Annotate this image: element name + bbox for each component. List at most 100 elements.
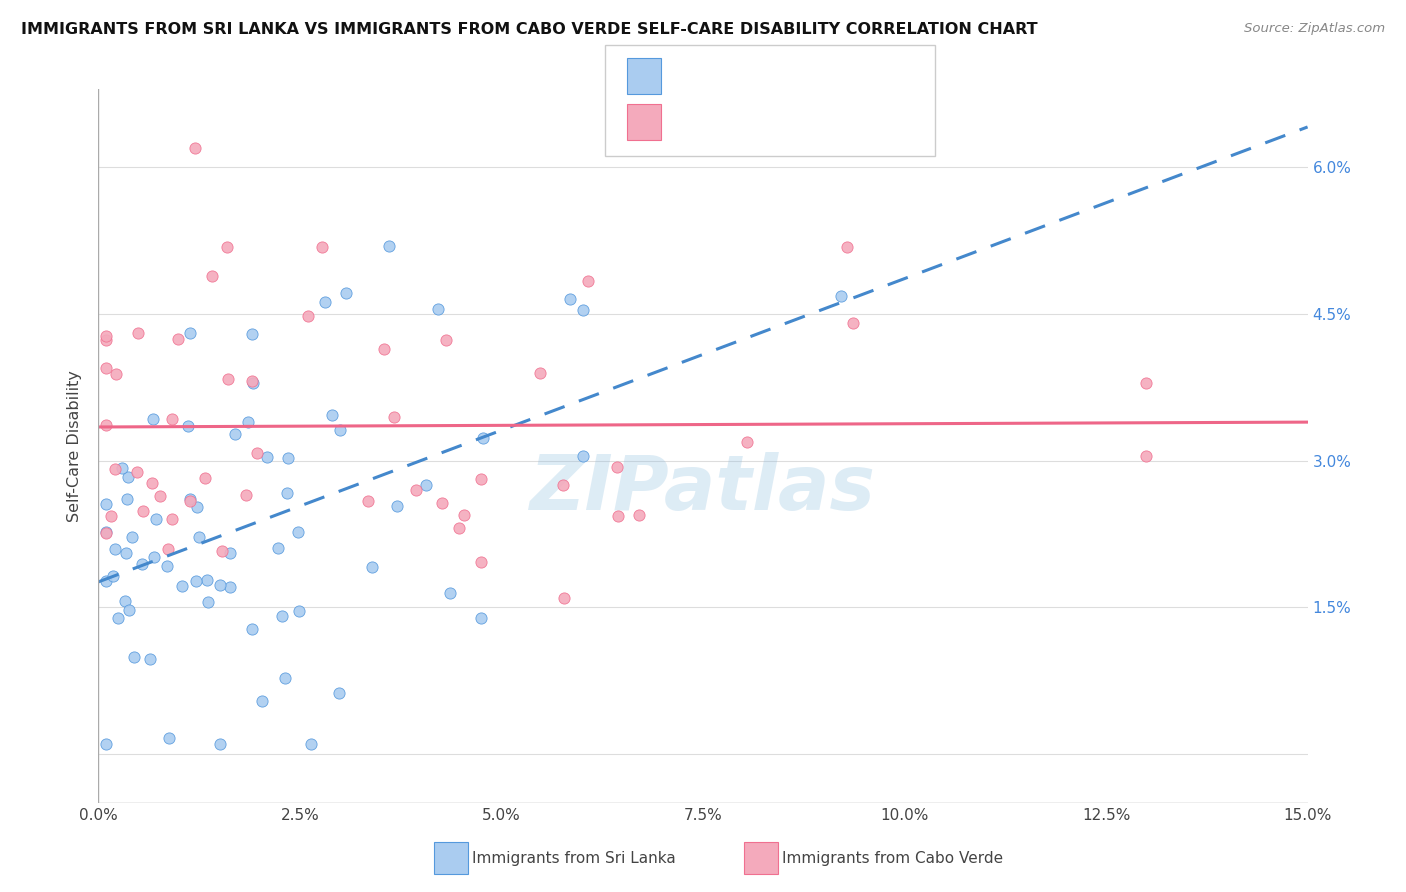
Text: N =: N = (773, 67, 823, 85)
Point (172, 579, 194, 593)
Point (240, 326, 263, 341)
Point (382, 409, 405, 424)
Point (453, 508, 475, 522)
Point (127, 326, 149, 340)
Point (149, 489, 172, 503)
Point (104, 367, 127, 381)
Point (96, 360, 118, 375)
Point (224, 427, 246, 442)
Point (96, 329, 118, 343)
Point (553, 591, 575, 605)
Point (470, 611, 492, 625)
Point (195, 574, 218, 588)
Point (166, 332, 188, 346)
Point (242, 376, 264, 391)
Point (117, 603, 139, 617)
Point (572, 449, 595, 463)
Point (560, 292, 582, 306)
Point (256, 450, 278, 465)
Point (311, 240, 333, 254)
Point (209, 578, 232, 592)
Point (145, 512, 167, 526)
Point (377, 238, 399, 252)
Point (321, 408, 343, 422)
Point (628, 508, 651, 522)
Point (287, 524, 309, 539)
Point (737, 434, 759, 449)
Text: N =: N = (773, 113, 823, 131)
Point (101, 569, 124, 583)
Point (439, 586, 461, 600)
Point (240, 622, 263, 636)
Point (576, 275, 599, 289)
Point (179, 494, 201, 508)
Point (447, 521, 470, 535)
Point (274, 671, 297, 685)
Point (142, 550, 165, 565)
Point (314, 295, 336, 310)
Point (218, 546, 240, 560)
Point (357, 493, 380, 508)
Point (835, 240, 858, 254)
Point (235, 488, 257, 502)
Y-axis label: Self-Care Disability: Self-Care Disability (67, 370, 83, 522)
Point (115, 491, 138, 506)
Point (427, 301, 450, 316)
Point (160, 512, 183, 526)
Point (606, 508, 628, 523)
Point (107, 611, 129, 625)
Point (114, 594, 136, 608)
Point (114, 546, 136, 560)
Text: R =: R = (668, 67, 706, 85)
Point (100, 508, 122, 523)
Point (236, 415, 259, 429)
Point (141, 475, 163, 490)
Point (127, 465, 149, 479)
Point (240, 374, 263, 388)
Point (132, 504, 155, 518)
Point (297, 309, 319, 323)
Point (335, 285, 357, 300)
Point (176, 418, 198, 433)
Point (470, 555, 492, 569)
Point (156, 558, 179, 573)
Text: IMMIGRANTS FROM SRI LANKA VS IMMIGRANTS FROM CABO VERDE SELF-CARE DISABILITY COR: IMMIGRANTS FROM SRI LANKA VS IMMIGRANTS … (21, 22, 1038, 37)
Point (103, 462, 125, 476)
Point (529, 366, 551, 380)
Point (184, 141, 207, 155)
Point (434, 333, 457, 347)
Point (841, 316, 863, 330)
Point (139, 652, 162, 666)
Point (246, 446, 269, 460)
Point (211, 544, 233, 558)
Point (124, 650, 146, 665)
Text: R =: R = (668, 113, 706, 131)
Point (104, 541, 127, 556)
Text: 0.073: 0.073 (707, 113, 762, 131)
Point (252, 693, 274, 707)
Point (361, 560, 384, 574)
Point (217, 372, 239, 386)
Point (131, 557, 153, 571)
Point (215, 240, 238, 254)
Point (1135, 376, 1157, 391)
Point (830, 289, 852, 303)
Point (1135, 449, 1157, 463)
Text: ZIPatlas: ZIPatlas (530, 452, 876, 525)
Point (270, 609, 292, 624)
Point (96, 525, 118, 540)
Text: Source: ZipAtlas.com: Source: ZipAtlas.com (1244, 22, 1385, 36)
Point (96, 497, 118, 511)
Point (96, 574, 118, 588)
Point (186, 500, 208, 514)
Text: 0.293: 0.293 (707, 67, 762, 85)
Point (415, 478, 437, 492)
Point (219, 580, 242, 594)
Point (277, 451, 299, 466)
Point (328, 686, 350, 700)
Point (373, 342, 395, 356)
Point (267, 541, 290, 555)
Point (188, 530, 211, 544)
Point (200, 269, 222, 284)
Point (157, 731, 180, 746)
